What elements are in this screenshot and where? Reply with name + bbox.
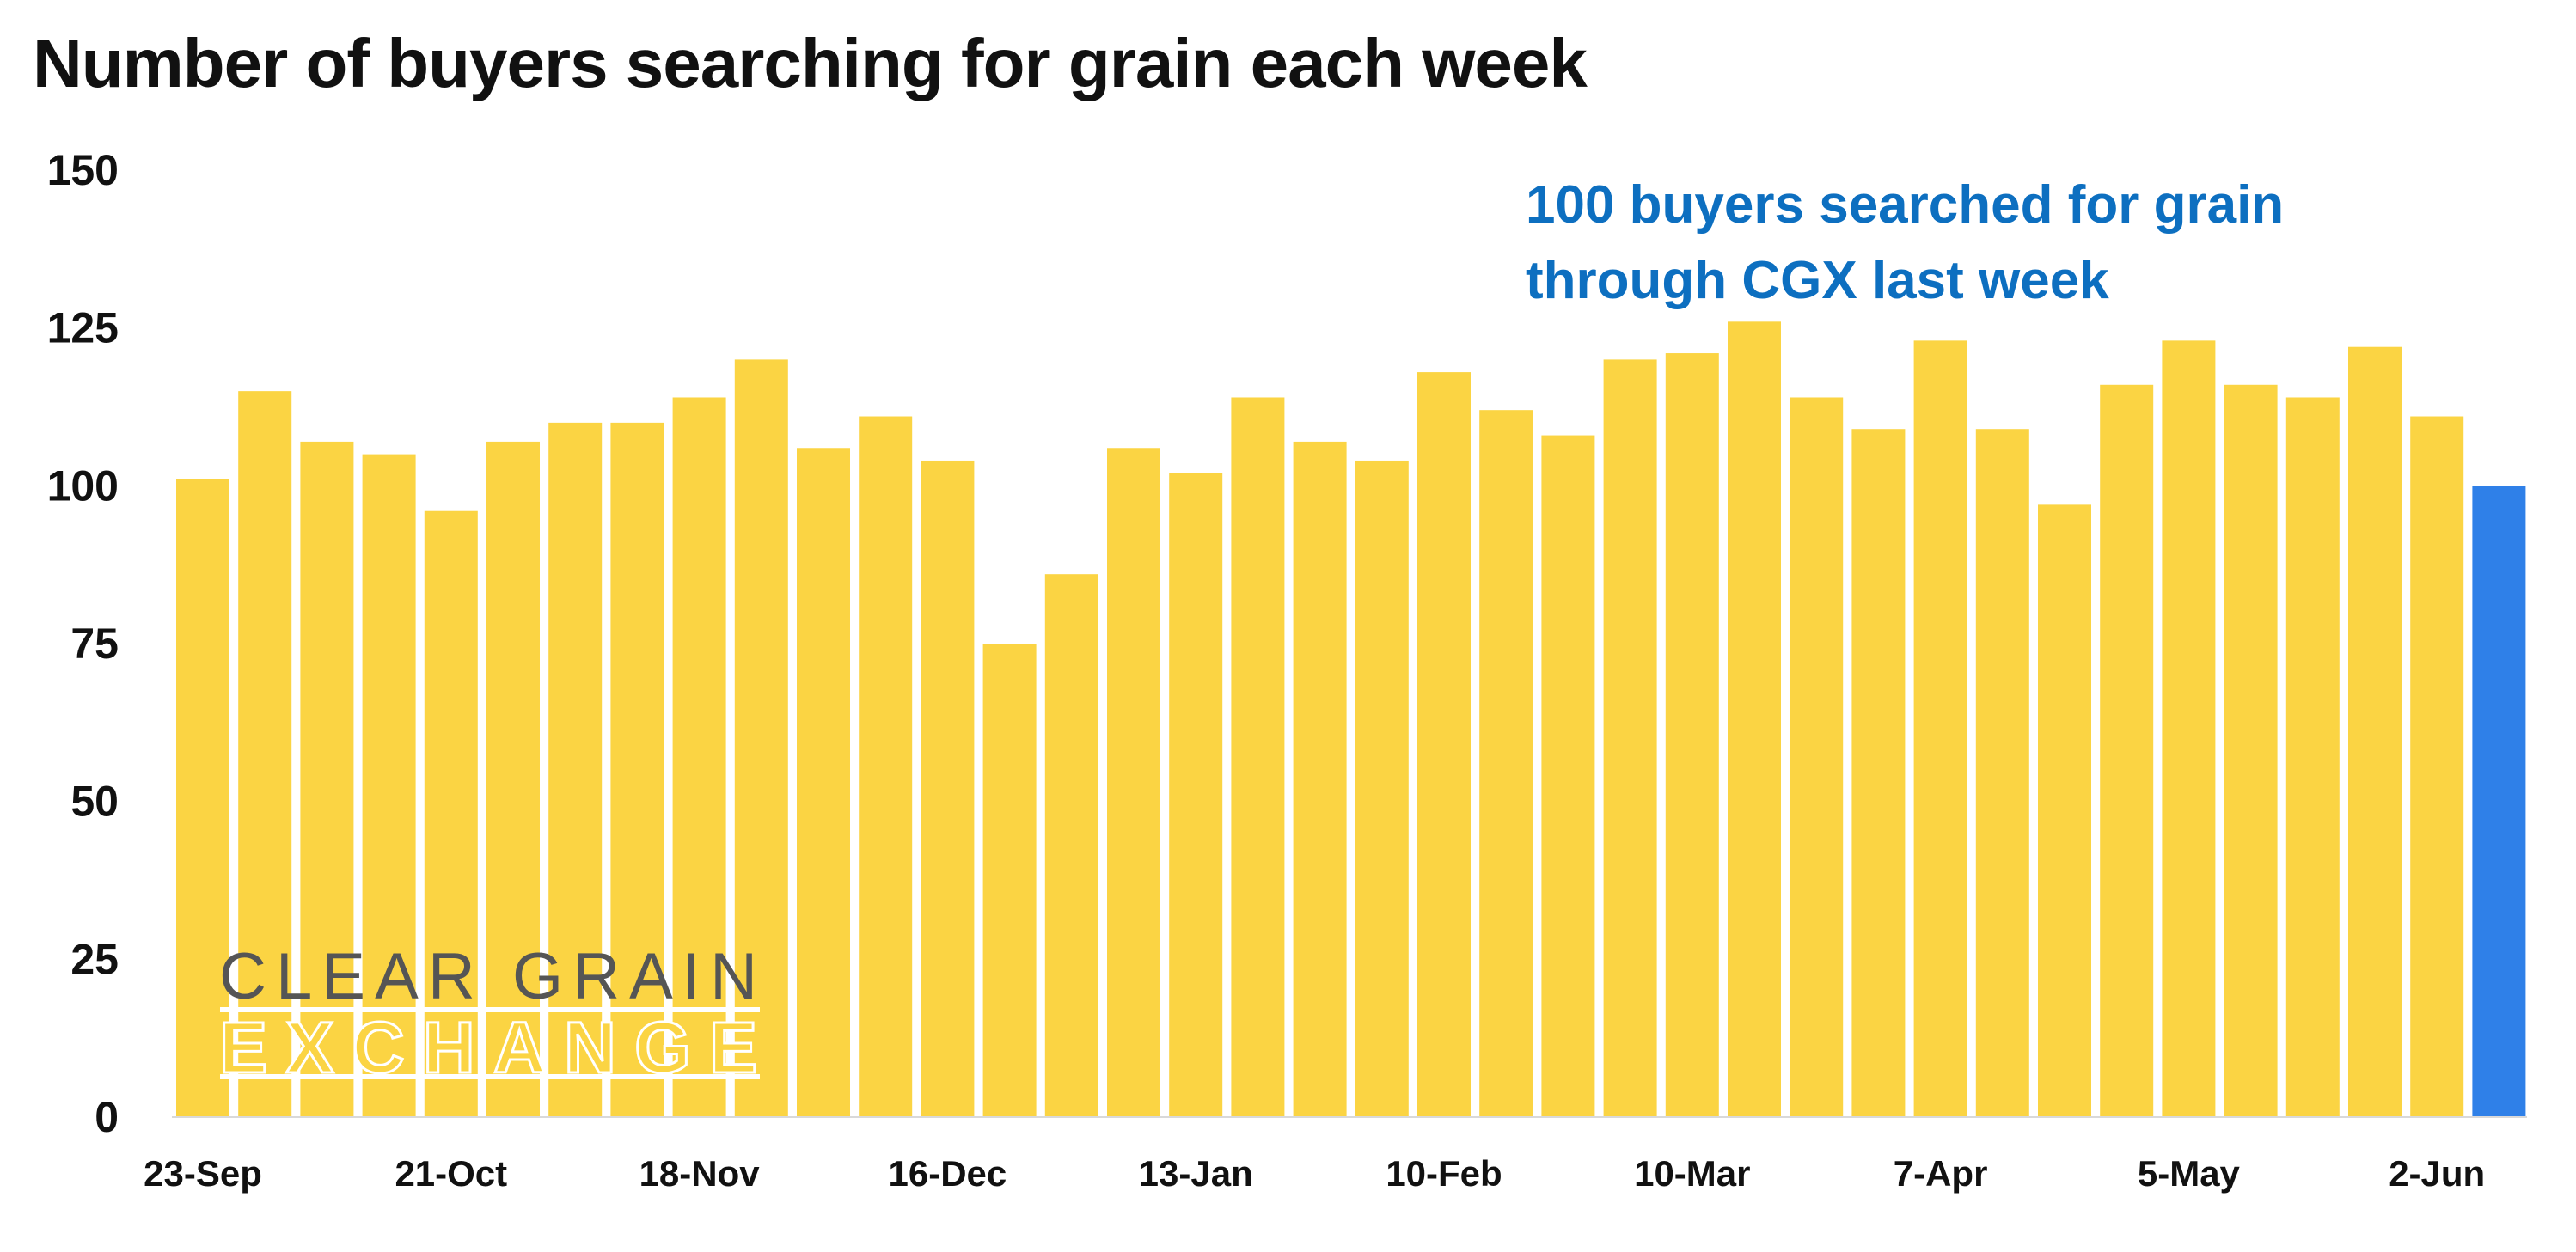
x-tick-label: 16-Dec	[889, 1153, 1007, 1194]
bar	[2348, 346, 2402, 1117]
bar	[1293, 441, 1347, 1117]
chart-title: Number of buyers searching for grain eac…	[33, 25, 1588, 101]
logo-text-line1: CLEAR GRAIN	[219, 940, 761, 1013]
bar	[2410, 416, 2464, 1117]
x-tick-label: 7-Apr	[1894, 1153, 1988, 1194]
y-tick-label: 50	[70, 778, 119, 826]
bar	[1728, 321, 1781, 1117]
bar	[610, 422, 664, 1117]
bar	[1790, 397, 1844, 1118]
bar	[672, 397, 726, 1118]
bar	[2038, 504, 2091, 1117]
x-tick-label: 2-Jun	[2389, 1153, 2485, 1194]
y-tick-label: 0	[95, 1093, 119, 1141]
bar	[1417, 372, 1471, 1117]
y-tick-label: 100	[47, 461, 119, 510]
y-tick-label: 150	[47, 146, 119, 194]
bar	[1044, 574, 1098, 1117]
x-tick-label: 23-Sep	[144, 1153, 262, 1194]
bar	[1541, 435, 1595, 1117]
bar	[300, 441, 354, 1117]
bar	[362, 454, 416, 1117]
bar	[424, 510, 478, 1117]
bar	[548, 422, 603, 1117]
x-tick-label: 10-Feb	[1386, 1153, 1502, 1194]
y-tick-label: 125	[47, 304, 119, 352]
bar	[1851, 429, 1906, 1117]
logo-divider	[220, 1007, 760, 1012]
bar	[2472, 486, 2526, 1117]
y-tick-label: 75	[70, 620, 119, 668]
bar	[2285, 397, 2340, 1118]
bar	[797, 448, 850, 1117]
bar	[1913, 340, 1967, 1117]
x-tick-label: 18-Nov	[639, 1153, 761, 1194]
bar	[1231, 397, 1285, 1118]
bar	[982, 644, 1037, 1117]
bar	[734, 359, 788, 1117]
bar	[1169, 473, 1223, 1117]
annotation-line-1: 100 buyers searched for grain	[1526, 175, 2285, 235]
bar	[1975, 429, 2029, 1117]
x-tick-label: 5-May	[2138, 1153, 2241, 1194]
bar	[2224, 384, 2278, 1118]
bar	[2100, 384, 2154, 1118]
logo-underline	[220, 1074, 760, 1079]
x-tick-label: 10-Mar	[1634, 1153, 1750, 1194]
bar	[1107, 448, 1160, 1117]
x-tick-label: 13-Jan	[1139, 1153, 1253, 1194]
bar	[486, 441, 540, 1117]
x-tick-label: 21-Oct	[395, 1153, 507, 1194]
bar	[2162, 340, 2216, 1117]
bar	[1665, 353, 1719, 1117]
bar	[1603, 359, 1657, 1117]
bar	[1355, 460, 1409, 1117]
bar	[238, 391, 292, 1118]
y-tick-label: 25	[70, 935, 119, 983]
bar	[859, 416, 913, 1117]
annotation-line-2: through CGX last week	[1526, 251, 2109, 310]
bar	[1479, 410, 1533, 1117]
annotation: 100 buyers searched for grain through CG…	[1526, 168, 2284, 319]
bar	[921, 460, 975, 1117]
